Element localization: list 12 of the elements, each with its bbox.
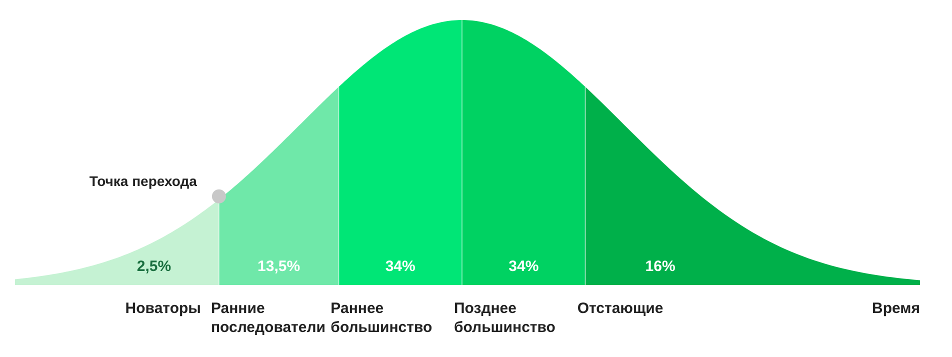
category-label: Отстающие [577, 300, 664, 318]
data-label: 2,5% [136, 258, 172, 276]
data-label: 13,5% [258, 258, 300, 276]
category-label: Новаторы [125, 300, 201, 318]
category-label: Позднее большинство [454, 300, 556, 336]
data-label: 34% [385, 258, 416, 276]
data-label: 16% [645, 258, 676, 276]
data-label: 34% [508, 258, 539, 276]
category-label: Раннее большинство [330, 300, 432, 336]
text: Точка перехода [89, 173, 198, 190]
text: Время [872, 300, 920, 318]
category-label: Ранние последователи [210, 300, 326, 336]
